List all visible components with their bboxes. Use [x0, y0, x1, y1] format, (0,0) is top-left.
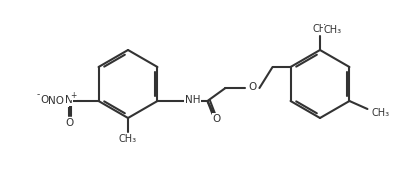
Text: N: N [65, 95, 72, 105]
Text: CH₃: CH₃ [119, 134, 137, 144]
Text: O: O [65, 118, 74, 128]
Text: NO₂: NO₂ [48, 96, 69, 106]
Text: CH₃: CH₃ [371, 108, 390, 118]
Text: +: + [70, 90, 77, 100]
Text: O: O [40, 95, 49, 105]
Text: CH₃: CH₃ [323, 25, 341, 35]
Text: O: O [212, 114, 221, 124]
Text: CH₃: CH₃ [313, 24, 331, 34]
Text: O: O [248, 82, 257, 92]
Text: -: - [37, 90, 40, 100]
Text: NH: NH [185, 95, 200, 105]
